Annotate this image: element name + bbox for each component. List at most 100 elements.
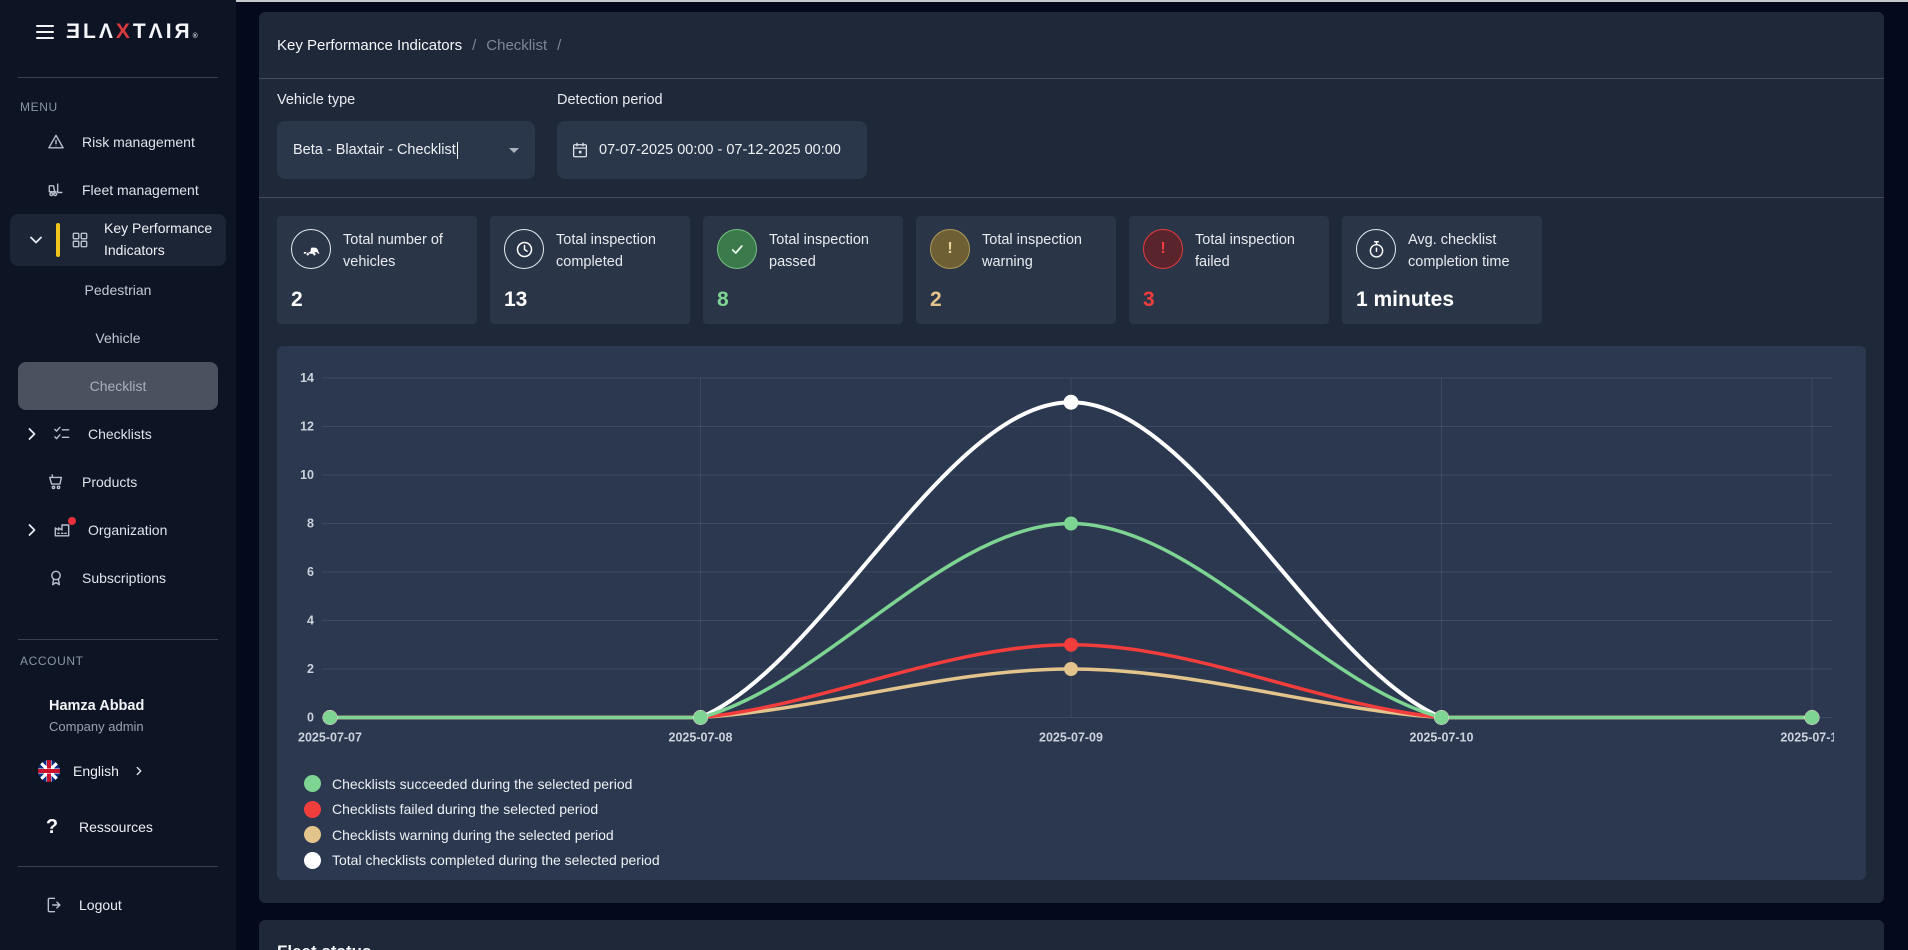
- stopwatch-icon: [1356, 229, 1396, 269]
- forklift-icon: [46, 180, 66, 200]
- vehicle-type-select[interactable]: Beta - Blaxtair - Checklist: [277, 121, 535, 179]
- breadcrumb: Key Performance Indicators / Checklist /: [259, 12, 1884, 78]
- detection-period-label: Detection period: [557, 92, 663, 108]
- truck-icon: [291, 229, 331, 269]
- panel-divider: [259, 197, 1884, 198]
- fleet-status-title: Fleet status: [277, 942, 1866, 950]
- series-marker: [1064, 516, 1078, 531]
- kpi-card-inspection-failed: ! Total inspection failed 3: [1129, 216, 1329, 324]
- vehicle-type-group: Vehicle type Beta - Blaxtair - Checklist: [277, 91, 535, 179]
- account-profile: Hamza Abbad Company admin: [0, 698, 236, 734]
- sidebar-item-key-performance-indicators[interactable]: Key Performance Indicators: [10, 214, 226, 266]
- award-badge-icon: [46, 568, 66, 588]
- detection-period-value: 07-07-2025 00:00 - 07-12-2025 00:00: [599, 142, 841, 158]
- main-content: Key Performance Indicators / Checklist /…: [236, 0, 1908, 950]
- question-mark-icon: ?: [45, 815, 59, 838]
- warning-exclamation-icon: !: [930, 229, 970, 269]
- language-label: English: [73, 763, 119, 779]
- y-axis-tick: 12: [300, 420, 314, 434]
- detection-period-input[interactable]: 07-07-2025 00:00 - 07-12-2025 00:00: [557, 121, 867, 179]
- sidebar-item-organization[interactable]: Organization: [0, 506, 236, 554]
- sidebar-subitem-vehicle[interactable]: Vehicle: [95, 330, 141, 346]
- fleet-status-panel: Fleet status: [259, 920, 1884, 950]
- kpi-label: Avg. checklist completion time: [1408, 232, 1510, 270]
- kpi-value: 1 minutes: [1356, 288, 1455, 311]
- sidebar-item-label: Subscriptions: [82, 570, 167, 586]
- sidebar-item-fleet-management[interactable]: Fleet management: [0, 166, 236, 214]
- text-cursor: [456, 141, 459, 159]
- y-axis-tick: 14: [300, 371, 314, 385]
- sidebar-subitem-checklist-selected[interactable]: Checklist: [18, 362, 218, 410]
- y-axis-tick: 6: [307, 565, 314, 579]
- legend-item[interactable]: Checklists warning during the selected p…: [304, 822, 1856, 848]
- logout-button[interactable]: Logout: [0, 885, 236, 925]
- kpi-value: 2: [930, 288, 942, 311]
- sidebar-item-label: Key Performance Indicators: [104, 220, 213, 258]
- dashboard-grid-icon: [70, 230, 90, 250]
- series-marker: [693, 710, 708, 725]
- sidebar-item-label: Risk management: [82, 134, 195, 150]
- vehicle-type-value: Beta - Blaxtair - Checklist: [293, 142, 456, 158]
- chevron-right-icon: [28, 524, 36, 536]
- kpi-label: Total number of vehicles: [343, 232, 443, 270]
- kpi-card-inspection-passed: Total inspection passed 8: [703, 216, 903, 324]
- error-exclamation-icon: !: [1143, 229, 1183, 269]
- shopping-cart-icon: [46, 472, 66, 492]
- breadcrumb-separator: /: [472, 36, 477, 54]
- account-section-label: ACCOUNT: [20, 654, 84, 668]
- kpi-label: Total inspection completed: [556, 232, 656, 270]
- blaxtair-logo: ƎLΛXTΛIЯ®: [66, 20, 198, 43]
- legend-dot: [304, 851, 321, 869]
- sidebar-item-risk-management[interactable]: Risk management: [0, 118, 236, 166]
- dropdown-arrow-icon: [509, 148, 519, 153]
- kpi-label: Total inspection failed: [1195, 232, 1295, 270]
- vehicle-type-label: Vehicle type: [277, 92, 356, 108]
- sidebar-item-checklists[interactable]: Checklists: [0, 410, 236, 458]
- sidebar-divider: [18, 866, 218, 867]
- series-marker: [323, 710, 337, 725]
- window-top-edge: [236, 0, 1908, 2]
- y-axis-tick: 0: [307, 711, 314, 725]
- logout-icon: [44, 895, 64, 915]
- legend-item[interactable]: Checklists failed during the selected pe…: [304, 797, 1856, 823]
- menu-section-label: MENU: [20, 100, 58, 114]
- legend-item[interactable]: Total checklists completed during the se…: [304, 848, 1856, 874]
- legend-label: Total checklists completed during the se…: [332, 852, 660, 869]
- chevron-right-icon: [136, 766, 142, 776]
- hamburger-menu-icon[interactable]: [36, 24, 54, 40]
- x-axis-tick: 2025-07-07: [298, 731, 362, 745]
- account-name: Hamza Abbad: [49, 698, 145, 714]
- sidebar-subitem-pedestrian[interactable]: Pedestrian: [84, 282, 152, 298]
- chevron-right-icon: [28, 428, 36, 440]
- legend-dot: [304, 800, 321, 818]
- series-marker: [1434, 710, 1449, 725]
- filters-row: Vehicle type Beta - Blaxtair - Checklist…: [259, 79, 1884, 197]
- language-selector[interactable]: English: [0, 756, 236, 786]
- x-axis-tick: 2025-07-11: [1780, 731, 1834, 745]
- legend-dot: [304, 826, 321, 844]
- sidebar-item-products[interactable]: Products: [0, 458, 236, 506]
- kpi-value: 3: [1143, 288, 1155, 311]
- legend-item[interactable]: Checklists succeeded during the selected…: [304, 771, 1856, 797]
- uk-flag-icon: [38, 760, 60, 782]
- y-axis-tick: 10: [300, 468, 314, 482]
- sidebar-divider: [18, 77, 218, 78]
- kpi-value: 8: [717, 288, 729, 311]
- detection-period-group: Detection period 07-07-2025 00:00 - 07-1…: [557, 91, 867, 179]
- sidebar-item-subscriptions[interactable]: Subscriptions: [0, 554, 236, 602]
- series-marker: [1064, 637, 1078, 652]
- account-role: Company admin: [49, 719, 144, 734]
- checklist-chart-card: 0 2 4 6 8 10 12 14 2025-07-07 2025-07-08 2025-07-0…: [277, 346, 1866, 880]
- sidebar-item-label: Organization: [88, 522, 168, 538]
- sidebar: ƎLΛXTΛIЯ® MENU Risk management Fleet man…: [0, 0, 236, 950]
- y-axis-tick: 4: [307, 614, 314, 628]
- warning-triangle-icon: [46, 132, 66, 152]
- kpi-panel: Key Performance Indicators / Checklist /…: [259, 12, 1884, 903]
- organization-factory-icon: [52, 517, 76, 540]
- breadcrumb-root-link[interactable]: Key Performance Indicators: [277, 36, 463, 54]
- legend-label: Checklists succeeded during the selected…: [332, 775, 633, 792]
- resources-link[interactable]: ? Ressources: [0, 812, 236, 842]
- kpi-label: Total inspection warning: [982, 232, 1082, 270]
- kpi-label: Total inspection passed: [769, 232, 869, 270]
- notification-badge: [68, 517, 76, 525]
